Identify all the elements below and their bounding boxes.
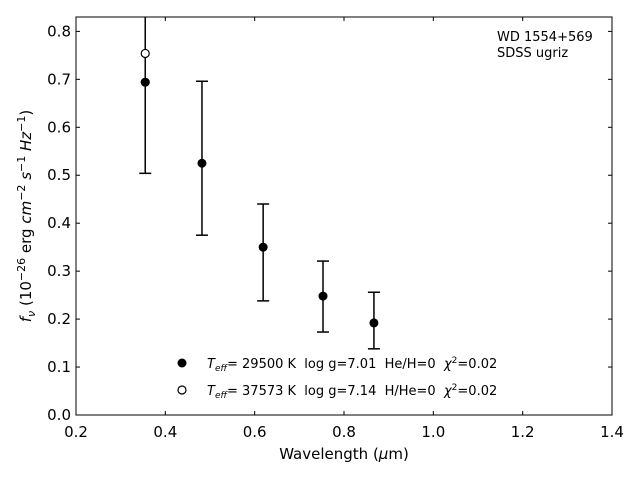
x-tick-label: 1.4 <box>600 423 624 441</box>
y-tick-label: 0.5 <box>47 166 71 184</box>
x-axis-label: Wavelength (μm) <box>279 445 409 463</box>
x-tick-label: 0.8 <box>332 423 356 441</box>
y-axis-label: fν (10−26 erg cm−2 s−1 Hz−1) <box>15 110 38 322</box>
model-point-open <box>140 48 150 59</box>
data-point <box>318 291 328 301</box>
y-tick-label: 0.1 <box>47 358 71 376</box>
chart-marks <box>139 17 380 350</box>
data-point <box>197 158 207 168</box>
annotation-star: WD 1554+569 <box>497 30 593 45</box>
y-tick-label: 0.7 <box>47 70 71 88</box>
legend-entry-1: Teff= 29500 K log g=7.01 He/H=0 χ2=0.02 <box>207 356 497 374</box>
x-tick-label: 0.6 <box>243 423 267 441</box>
legend-marker-filled <box>177 358 187 368</box>
y-tick-label: 0.2 <box>47 310 71 328</box>
y-tick-label: 0.4 <box>47 214 71 232</box>
y-tick-label: 0.6 <box>47 118 71 136</box>
data-point <box>258 242 268 252</box>
annotation-survey: SDSS ugriz <box>497 46 568 61</box>
x-tick-label: 1.2 <box>511 423 535 441</box>
x-tick-label: 0.4 <box>153 423 177 441</box>
legend: Teff= 29500 K log g=7.01 He/H=0 χ2=0.02 … <box>177 356 497 401</box>
x-tick-label: 1.0 <box>421 423 445 441</box>
y-tick-label: 0.0 <box>47 406 71 424</box>
y-tick-label: 0.3 <box>47 262 71 280</box>
legend-entry-2: Teff= 37573 K log g=7.14 H/He=0 χ2=0.02 <box>207 383 497 401</box>
y-tick-label: 0.8 <box>47 22 71 40</box>
axes-frame <box>75 16 613 416</box>
legend-marker-open <box>177 385 187 395</box>
model-point-filled <box>140 77 150 87</box>
x-tick-label: 0.2 <box>64 423 88 441</box>
data-point <box>369 318 379 328</box>
ticks: 0.2 0.4 0.6 0.8 1.0 1.2 1.4 0.0 0.1 0.2 0.3 0.4 0.5 0… <box>47 17 624 441</box>
